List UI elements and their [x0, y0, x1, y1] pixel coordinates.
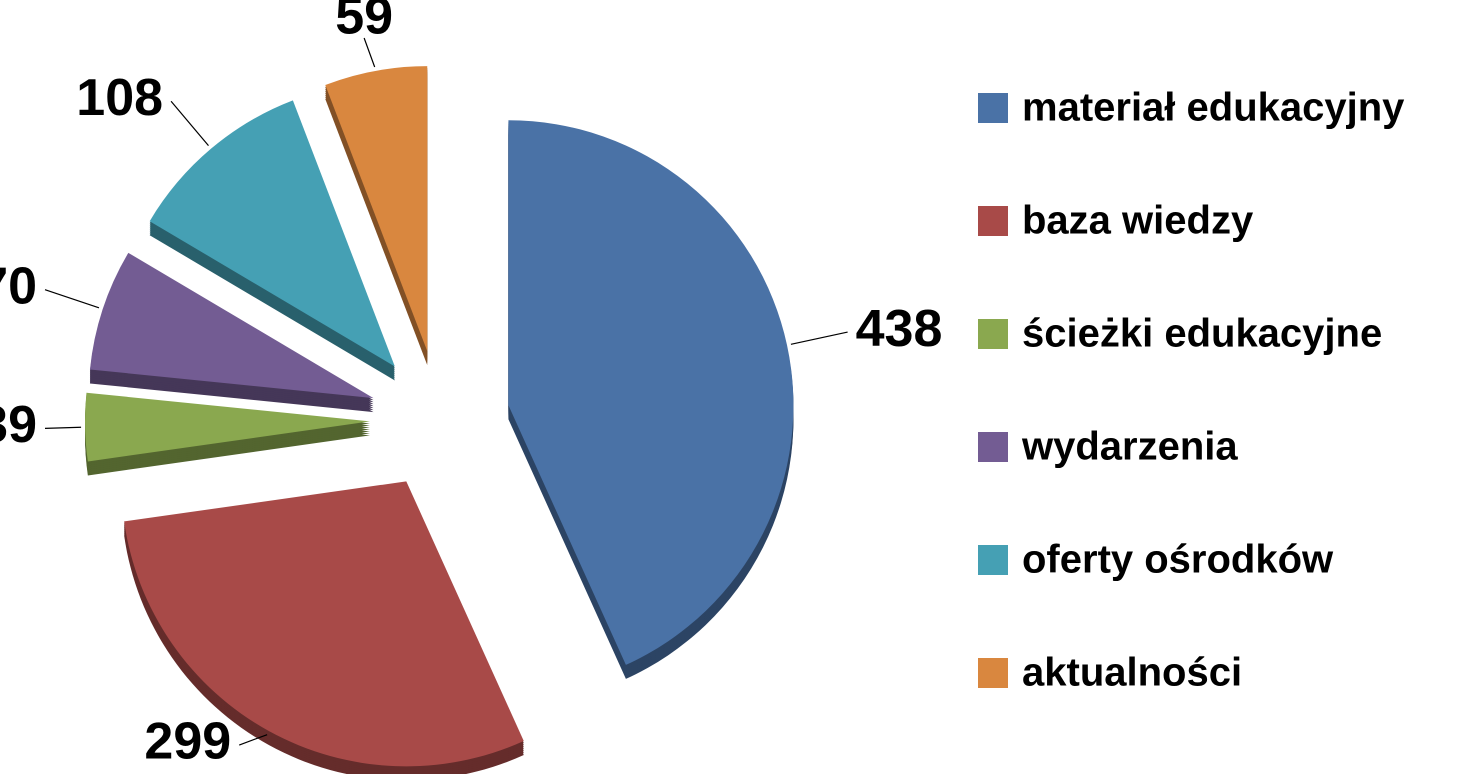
slice [325, 66, 428, 352]
value-label: 39 [0, 396, 37, 454]
legend-text: oferty ośrodków [1022, 538, 1334, 582]
value-label: 299 [144, 713, 231, 771]
legend-swatch [978, 658, 1008, 688]
slice [85, 392, 371, 462]
slice [508, 120, 794, 665]
legend-swatch [978, 545, 1008, 575]
legend-swatch [978, 432, 1008, 462]
legend-text: materiał edukacyjny [1022, 86, 1405, 130]
slice [149, 100, 395, 367]
value-label: 70 [0, 257, 37, 315]
legend-swatch [978, 93, 1008, 123]
value-label: 438 [856, 300, 943, 358]
leader-line [363, 37, 376, 68]
slice [89, 252, 374, 399]
value-label: 59 [335, 0, 393, 46]
leader-line [238, 734, 268, 746]
legend-text: ścieżki edukacyjne [1022, 312, 1382, 356]
legend-text: baza wiedzy [1022, 199, 1254, 243]
slice [124, 481, 524, 767]
leader-line [790, 331, 848, 345]
leader-line [44, 426, 82, 430]
leader-line [44, 289, 100, 309]
legend-swatch [978, 206, 1008, 236]
legend-text: aktualności [1022, 651, 1242, 695]
legend-text: wydarzenia [1021, 425, 1238, 469]
legend-swatch [978, 319, 1008, 349]
value-label: 108 [76, 69, 163, 127]
leader-line [170, 100, 209, 147]
